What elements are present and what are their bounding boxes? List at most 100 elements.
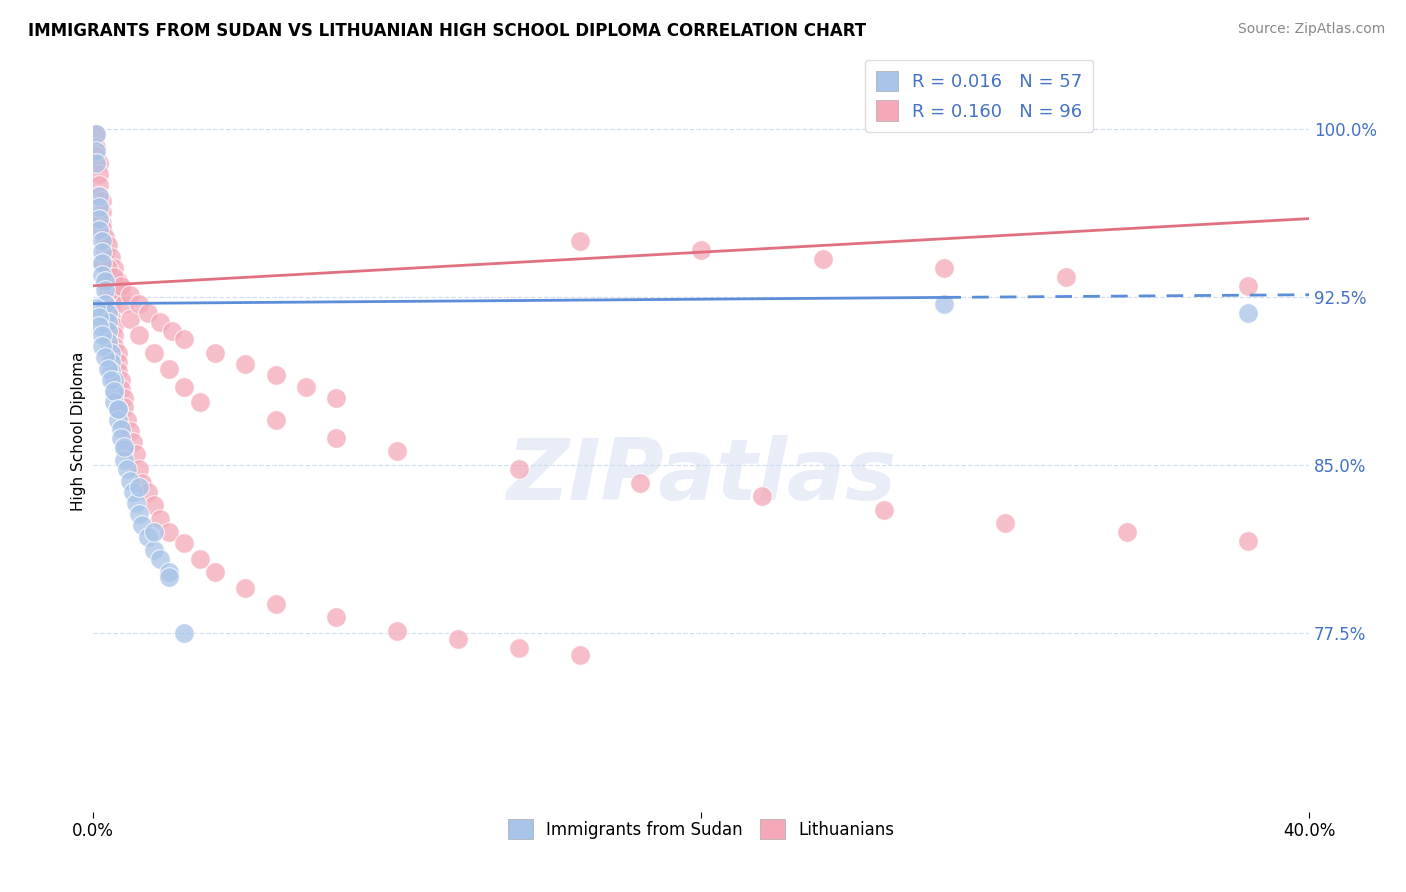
Point (157, 570, 180, 584)
Point (568, 648, 591, 662)
Point (94, 283, 117, 297)
Point (128, 328, 150, 343)
Point (143, 498, 166, 512)
Point (97, 238, 120, 252)
Point (100, 373, 122, 387)
Point (447, 632, 470, 647)
Point (125, 447, 148, 461)
Point (100, 250, 122, 264)
Text: Source: ZipAtlas.com: Source: ZipAtlas.com (1237, 22, 1385, 37)
Point (157, 361, 180, 376)
Point (136, 529, 159, 543)
Point (103, 373, 125, 387)
Point (118, 312, 141, 326)
Point (97, 324, 120, 338)
Point (100, 310, 122, 324)
Point (103, 395, 125, 409)
Point (325, 610, 347, 624)
Point (97, 334, 120, 349)
Point (1115, 524, 1137, 539)
Point (110, 278, 132, 293)
Point (94, 274, 117, 288)
Point (89, 167, 111, 181)
Point (97, 260, 120, 275)
Point (188, 395, 211, 409)
Point (136, 305, 159, 319)
Point (1237, 305, 1260, 319)
Point (325, 391, 347, 405)
Point (385, 444, 408, 458)
Point (149, 315, 172, 329)
Point (1054, 269, 1077, 284)
Point (94, 296, 117, 310)
Point (690, 243, 713, 257)
Point (91, 216, 114, 230)
Point (128, 480, 150, 494)
Point (103, 269, 125, 284)
Y-axis label: High School Diploma: High School Diploma (72, 351, 86, 511)
Point (325, 431, 347, 445)
Point (110, 382, 132, 396)
Point (143, 543, 166, 558)
Point (103, 386, 125, 401)
Point (94, 351, 117, 365)
Point (233, 581, 256, 595)
Point (751, 489, 773, 503)
Point (128, 296, 150, 310)
Point (91, 339, 114, 353)
Point (264, 413, 287, 427)
Point (934, 260, 956, 275)
Point (149, 511, 172, 525)
Point (508, 641, 530, 656)
Point (110, 431, 132, 445)
Point (91, 328, 114, 343)
Point (1237, 533, 1260, 548)
Point (233, 357, 256, 371)
Point (128, 507, 150, 521)
Point (118, 474, 141, 488)
Point (89, 211, 111, 226)
Point (112, 400, 135, 414)
Point (84, 140, 107, 154)
Point (112, 440, 135, 454)
Point (91, 234, 114, 248)
Point (128, 462, 150, 476)
Point (143, 346, 166, 360)
Point (107, 413, 129, 427)
Point (264, 368, 287, 383)
Point (100, 346, 122, 360)
Point (89, 223, 111, 237)
Point (103, 384, 125, 398)
Point (872, 502, 894, 516)
Point (934, 296, 956, 310)
Point (112, 391, 135, 405)
Point (115, 413, 138, 427)
Point (84, 145, 107, 159)
Point (107, 274, 129, 288)
Point (89, 189, 111, 203)
Point (107, 346, 129, 360)
Point (97, 361, 120, 376)
Point (84, 155, 107, 169)
Point (157, 566, 180, 580)
Point (91, 245, 114, 260)
Point (97, 305, 120, 319)
Point (131, 518, 153, 533)
Point (1237, 278, 1260, 293)
Point (994, 516, 1017, 530)
Point (136, 484, 159, 499)
Point (91, 256, 114, 270)
Point (97, 272, 120, 286)
Point (100, 364, 122, 378)
Point (84, 127, 107, 141)
Point (149, 552, 172, 566)
Point (157, 524, 180, 539)
Point (97, 283, 120, 297)
Point (91, 220, 114, 235)
Point (628, 475, 651, 490)
Point (385, 624, 408, 638)
Point (89, 319, 111, 334)
Point (121, 435, 143, 450)
Point (508, 462, 530, 476)
Point (568, 234, 591, 248)
